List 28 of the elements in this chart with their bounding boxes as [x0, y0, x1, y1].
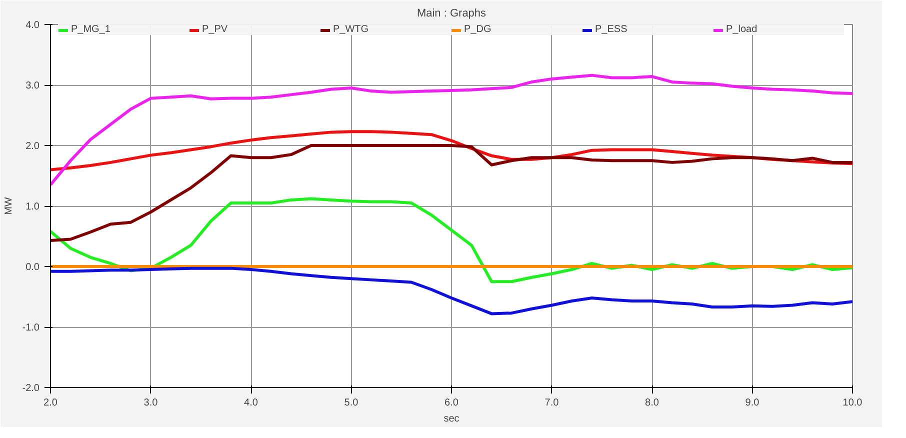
x-tick-label: 6.0 [444, 398, 459, 408]
y-tick-label: 3.0 [26, 80, 40, 92]
line-series [50, 74, 852, 186]
line-series [50, 266, 852, 316]
x-axis-title: sec [444, 414, 460, 424]
x-tick-label: 4.0 [244, 398, 258, 408]
y-tick-label: 1.0 [26, 202, 40, 212]
x-tick-label: 7.0 [544, 398, 560, 408]
legend-label: P_load [726, 24, 758, 35]
y-tick-label: 2.0 [26, 141, 40, 152]
y-tick-label: 4.0 [26, 20, 40, 31]
line-series [50, 144, 852, 242]
y-tick-label: -2.0 [22, 383, 40, 394]
legend-label: P_MG_1 [71, 24, 112, 35]
chart-title: Main : Graphs [416, 8, 487, 20]
legend-label: P_DG [464, 24, 492, 35]
x-tick-label: 8.0 [645, 398, 660, 408]
legend-label: P_WTG [333, 24, 370, 35]
x-tick-label: 10.0 [842, 398, 863, 408]
x-tick-label: 9.0 [745, 398, 760, 408]
x-tick-label: 5.0 [344, 398, 359, 408]
legend-label: P_ESS [595, 24, 628, 35]
y-tick-label: 0.0 [26, 262, 40, 273]
legend-label: P_PV [202, 24, 229, 35]
x-tick-label: 3.0 [144, 398, 158, 408]
x-tick-label: 2.0 [44, 398, 58, 408]
y-tick-label: -1.0 [22, 322, 40, 334]
y-axis-title: MW [3, 196, 14, 215]
